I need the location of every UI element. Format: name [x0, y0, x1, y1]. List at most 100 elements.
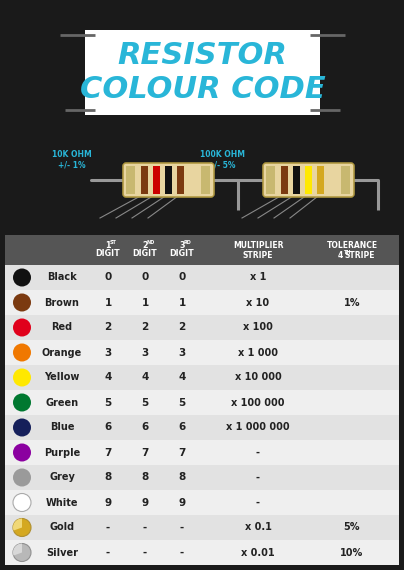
Text: ND: ND — [147, 240, 155, 245]
Bar — [85, 30, 320, 115]
Text: 1%: 1% — [344, 298, 360, 307]
Circle shape — [13, 443, 31, 462]
Text: 1: 1 — [105, 241, 111, 250]
Text: x 0.1: x 0.1 — [244, 523, 271, 532]
Text: 3: 3 — [179, 348, 185, 357]
Circle shape — [13, 519, 31, 536]
Bar — [5, 290, 399, 315]
Bar — [141, 166, 147, 194]
Text: Brown: Brown — [44, 298, 80, 307]
Text: 6: 6 — [141, 422, 149, 433]
Bar — [5, 340, 399, 365]
Text: White: White — [46, 498, 78, 507]
Text: MULTIPLIER: MULTIPLIER — [233, 241, 283, 250]
Text: x 0.01: x 0.01 — [241, 548, 275, 557]
Bar — [5, 235, 399, 565]
FancyBboxPatch shape — [123, 163, 214, 197]
FancyBboxPatch shape — [266, 166, 275, 194]
Circle shape — [13, 368, 31, 386]
Text: x 100 000: x 100 000 — [231, 397, 285, 408]
Text: 100K OHM
+/- 5%: 100K OHM +/- 5% — [200, 150, 244, 170]
Text: Orange: Orange — [42, 348, 82, 357]
Text: 1: 1 — [104, 298, 112, 307]
Bar — [5, 465, 399, 490]
Bar — [305, 166, 312, 194]
FancyBboxPatch shape — [126, 166, 135, 194]
Bar — [5, 365, 399, 390]
Bar — [317, 166, 324, 194]
Text: 8: 8 — [179, 473, 185, 482]
Text: 4: 4 — [337, 250, 343, 259]
Text: 9: 9 — [105, 498, 112, 507]
Text: COLOUR CODE: COLOUR CODE — [80, 75, 325, 104]
Text: 2: 2 — [141, 323, 149, 332]
Text: 10K OHM
+/- 1%: 10K OHM +/- 1% — [52, 150, 92, 170]
Text: Gold: Gold — [49, 523, 75, 532]
Text: STRIPE: STRIPE — [243, 250, 273, 259]
Text: 2: 2 — [179, 323, 185, 332]
Text: RESISTOR: RESISTOR — [118, 40, 287, 70]
Text: 8: 8 — [104, 473, 112, 482]
Bar — [5, 390, 399, 415]
Text: 5%: 5% — [344, 523, 360, 532]
Text: 4: 4 — [141, 373, 149, 382]
Bar — [5, 415, 399, 440]
Text: Red: Red — [51, 323, 73, 332]
Circle shape — [13, 344, 31, 361]
Text: -: - — [143, 523, 147, 532]
Text: Purple: Purple — [44, 447, 80, 458]
Text: 6: 6 — [179, 422, 185, 433]
Text: 5: 5 — [141, 397, 149, 408]
Circle shape — [13, 393, 31, 412]
Text: 5: 5 — [179, 397, 185, 408]
FancyBboxPatch shape — [201, 166, 210, 194]
Text: STRIPE: STRIPE — [345, 250, 375, 259]
Text: 1: 1 — [179, 298, 185, 307]
Text: 4: 4 — [104, 373, 112, 382]
Text: 7: 7 — [178, 447, 186, 458]
Circle shape — [13, 319, 31, 336]
Bar — [177, 166, 184, 194]
Text: -: - — [256, 473, 260, 482]
Text: -: - — [106, 548, 110, 557]
Bar — [5, 235, 399, 265]
Text: 0: 0 — [141, 272, 149, 283]
Text: Silver: Silver — [46, 548, 78, 557]
Text: x 100: x 100 — [243, 323, 273, 332]
Text: x 1 000: x 1 000 — [238, 348, 278, 357]
Text: -: - — [180, 523, 184, 532]
Text: 2: 2 — [142, 241, 148, 250]
Text: 6: 6 — [104, 422, 112, 433]
Text: 5: 5 — [104, 397, 112, 408]
Text: 4: 4 — [178, 373, 186, 382]
Text: 7: 7 — [141, 447, 149, 458]
Text: x 1 000 000: x 1 000 000 — [226, 422, 290, 433]
FancyBboxPatch shape — [341, 166, 350, 194]
Text: x 1: x 1 — [250, 272, 266, 283]
Text: Green: Green — [45, 397, 78, 408]
Bar — [153, 166, 160, 194]
Text: ST: ST — [110, 240, 117, 245]
Wedge shape — [13, 519, 22, 531]
Text: 3: 3 — [141, 348, 149, 357]
Wedge shape — [13, 544, 22, 556]
Text: 3: 3 — [104, 348, 112, 357]
Bar — [5, 315, 399, 340]
Text: TOLERANCE: TOLERANCE — [326, 241, 378, 250]
Circle shape — [13, 268, 31, 287]
Text: RD: RD — [184, 240, 191, 245]
Bar — [5, 540, 399, 565]
Text: -: - — [180, 548, 184, 557]
Text: -: - — [106, 523, 110, 532]
FancyBboxPatch shape — [263, 163, 354, 197]
Text: DIGIT: DIGIT — [133, 250, 158, 259]
Bar — [281, 166, 288, 194]
Text: DIGIT: DIGIT — [170, 250, 194, 259]
Circle shape — [13, 494, 31, 511]
Text: 1: 1 — [141, 298, 149, 307]
Text: 8: 8 — [141, 473, 149, 482]
Text: 7: 7 — [104, 447, 112, 458]
Bar — [5, 490, 399, 515]
Bar — [5, 265, 399, 290]
Text: Yellow: Yellow — [44, 373, 80, 382]
